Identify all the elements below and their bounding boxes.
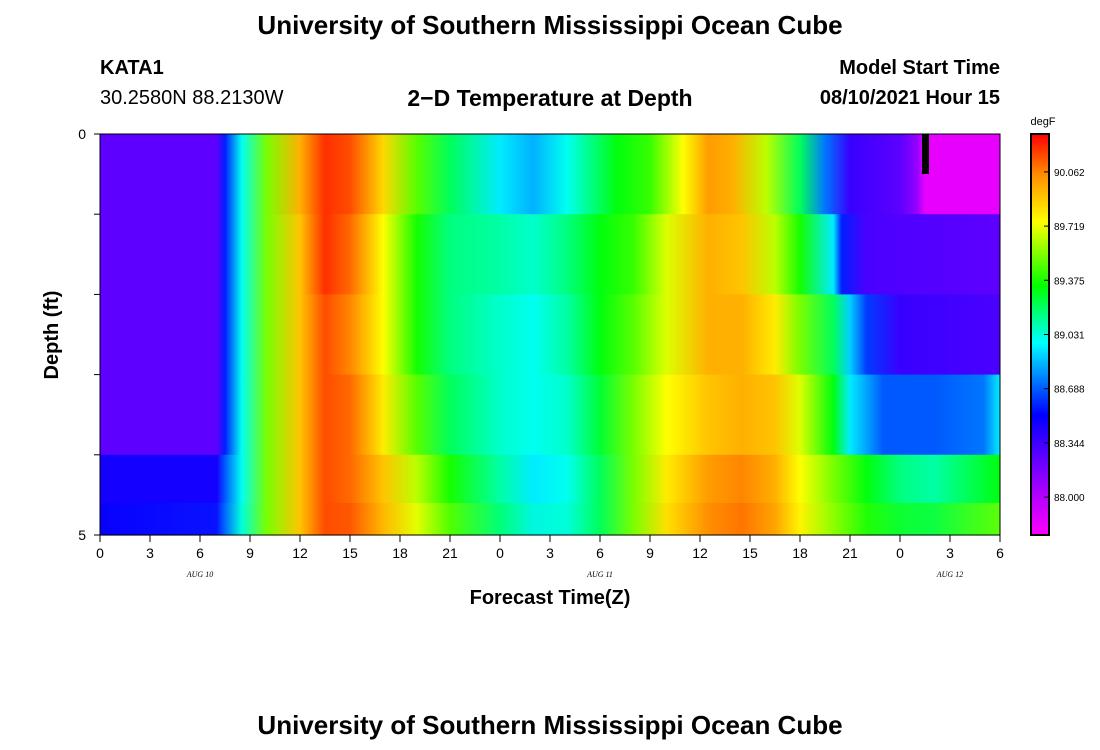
model-start-value: 08/10/2021 Hour 15 — [819, 87, 1000, 109]
depth-row-4 — [100, 374, 1000, 456]
x-tick-label: 21 — [842, 545, 858, 561]
heatmap — [100, 134, 1000, 536]
x-tick-label: 12 — [692, 545, 708, 561]
x-tick-label: 3 — [546, 545, 554, 561]
colorbar-unit: degF — [1030, 116, 1055, 128]
x-tick-label: 3 — [946, 545, 954, 561]
colorbar-label: 88.000 — [1054, 493, 1085, 504]
x-tick-label: 6 — [196, 545, 204, 561]
colorbar-label: 89.375 — [1054, 276, 1085, 287]
x-axis-label: Forecast Time(Z) — [470, 587, 631, 609]
x-tick-label: 6 — [596, 545, 604, 561]
x-tick-label: 3 — [146, 545, 154, 561]
station-id: KATA1 — [100, 57, 164, 79]
model-start-label: Model Start Time — [839, 57, 1000, 79]
x-tick-label: 0 — [896, 545, 904, 561]
depth-row-2 — [100, 214, 1000, 295]
footer-title: University of Southern Mississippi Ocean… — [257, 710, 843, 740]
x-tick-label: 18 — [792, 545, 808, 561]
colorbar-label: 89.719 — [1054, 222, 1085, 233]
x-axis: 0 3 6 9 12 15 18 21 0 3 6 9 12 15 18 21 0 3 6 AUG 10 AUG 11 A… — [96, 535, 1004, 579]
station-location: 30.2580N 88.2130W — [100, 87, 284, 109]
x-tick-label: 6 — [996, 545, 1004, 561]
plot-title: 2−D Temperature at Depth — [407, 85, 693, 111]
colorbar-label: 88.344 — [1054, 439, 1085, 450]
colorbar-label: 88.688 — [1054, 385, 1085, 396]
y-tick-label: 0 — [78, 126, 86, 142]
depth-row-bottom — [100, 502, 1000, 535]
page-title: University of Southern Mississippi Ocean… — [257, 10, 843, 40]
x-tick-label: 15 — [342, 545, 358, 561]
x-tick-label: 0 — [496, 545, 504, 561]
colorbar-label: 90.062 — [1054, 168, 1085, 179]
depth-row-3 — [100, 294, 1000, 376]
x-tick-label: 9 — [246, 545, 254, 561]
depth-row-1 — [100, 134, 1000, 215]
x-tick-label: 15 — [742, 545, 758, 561]
colorbar: 90.062 89.719 89.375 89.031 88.688 88.344 88.0… — [1030, 133, 1085, 536]
colorbar-label: 89.031 — [1054, 331, 1085, 342]
x-tick-label: 21 — [442, 545, 458, 561]
date-label: AUG 10 — [186, 570, 213, 579]
forecast-position-marker — [922, 134, 929, 174]
x-tick-label: 0 — [96, 545, 104, 561]
x-tick-label: 12 — [292, 545, 308, 561]
date-label: AUG 12 — [936, 570, 963, 579]
y-axis-label: Depth (ft) — [41, 291, 63, 380]
x-tick-label: 18 — [392, 545, 408, 561]
date-label: AUG 11 — [586, 570, 613, 579]
x-tick-label: 9 — [646, 545, 654, 561]
y-axis: 05 — [78, 126, 100, 543]
y-tick-label: 5 — [78, 527, 86, 543]
